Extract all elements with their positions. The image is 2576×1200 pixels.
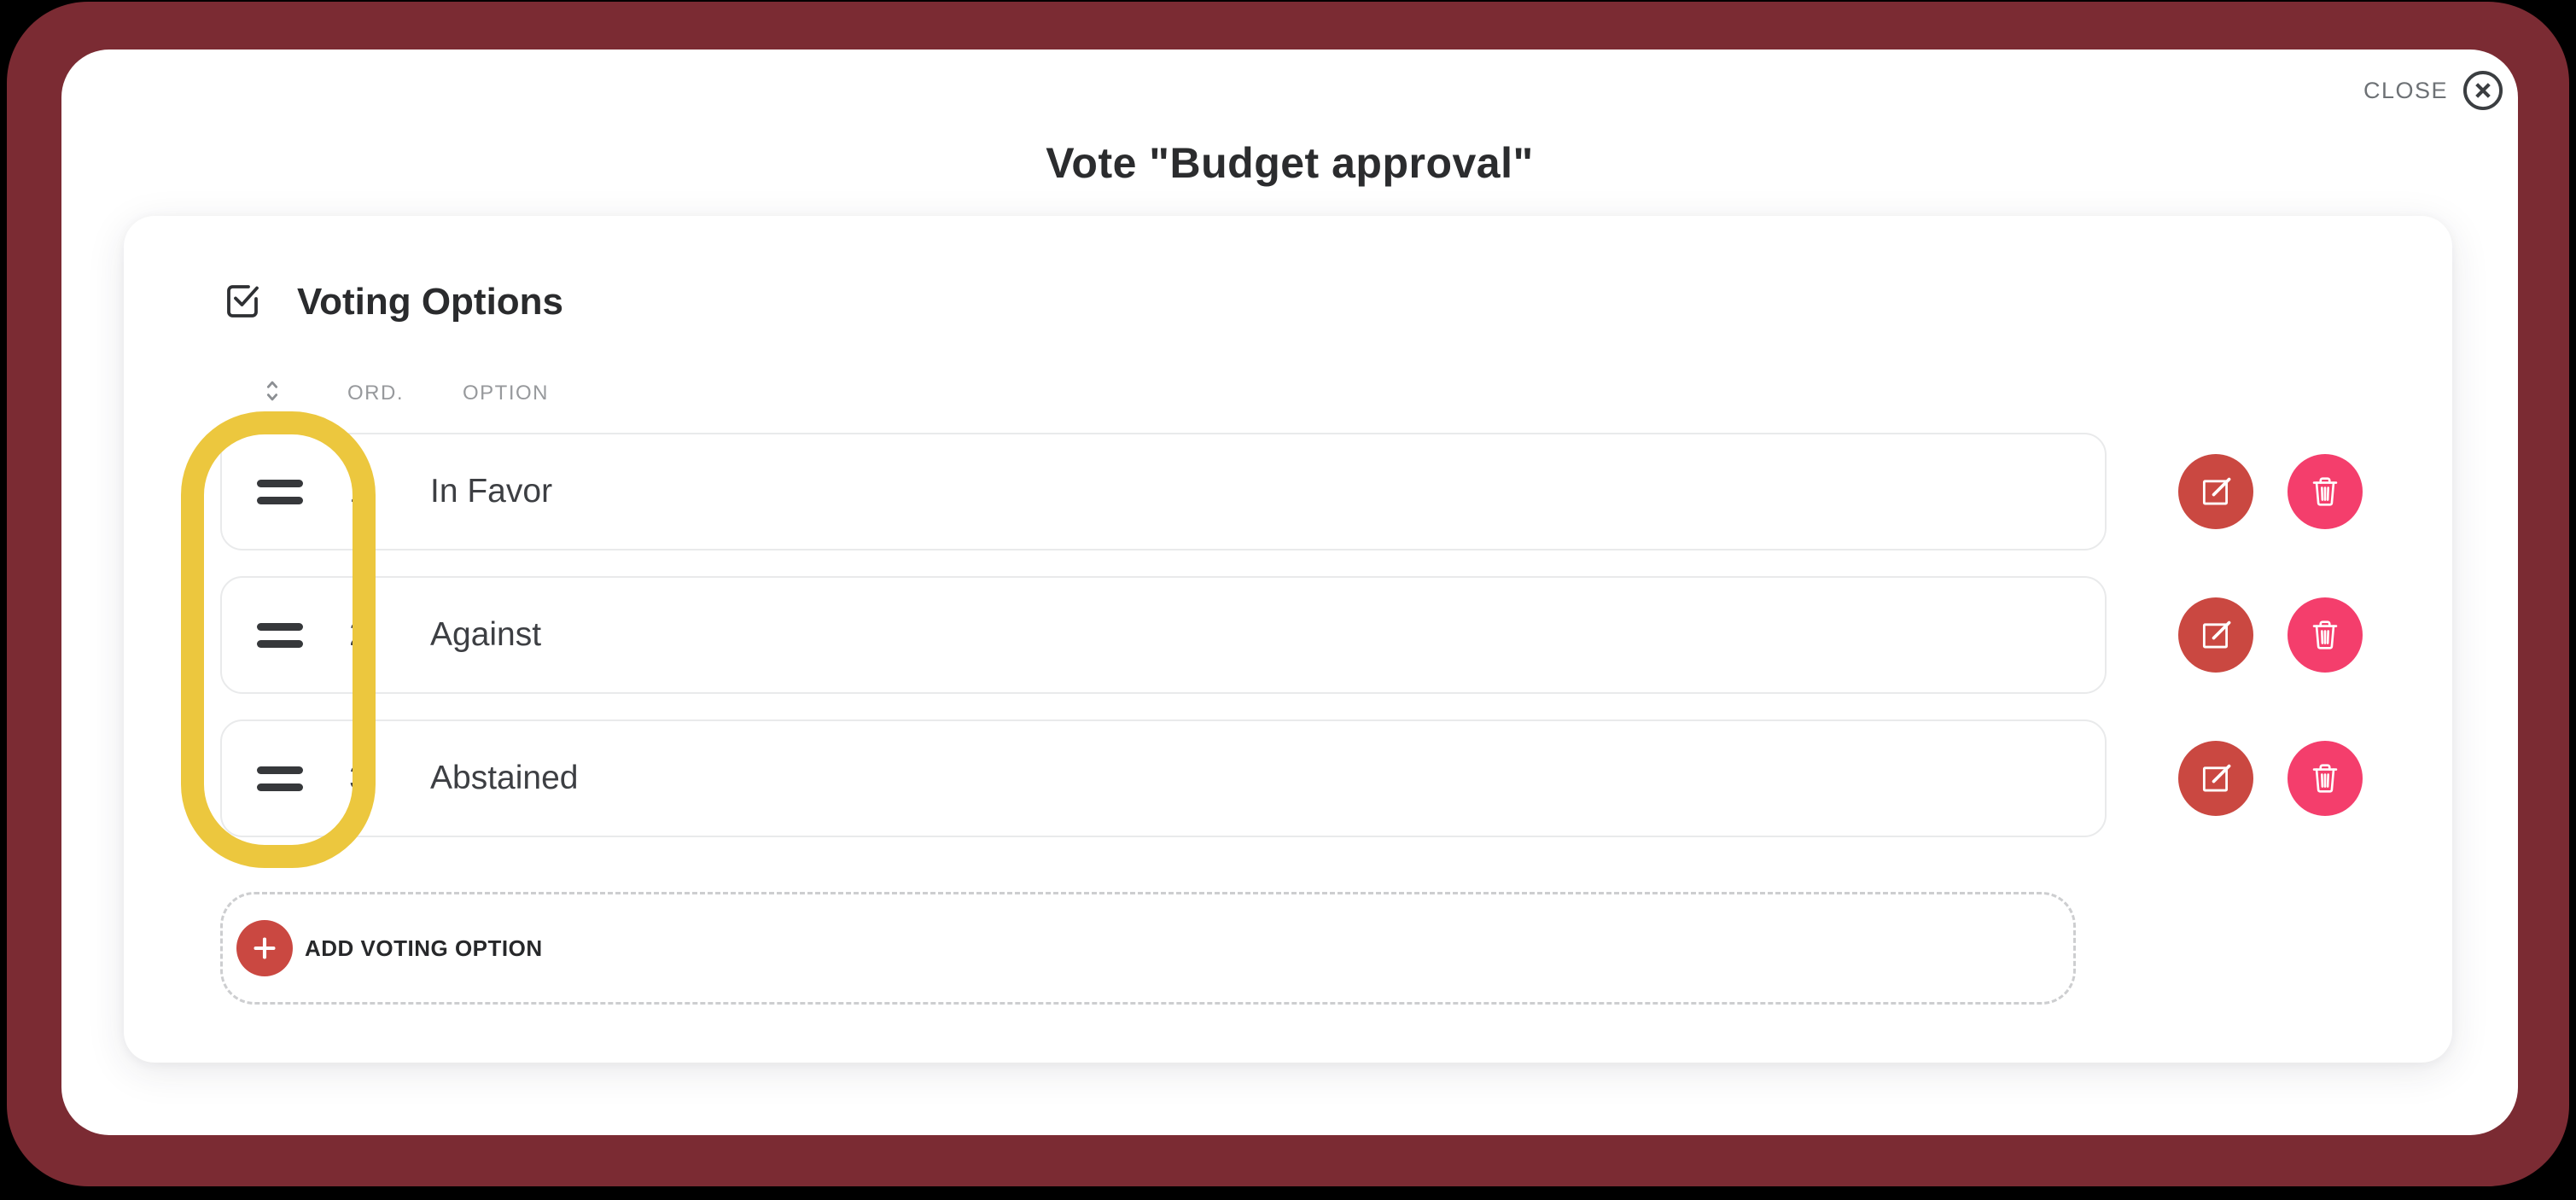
column-header-option: OPTION	[463, 382, 550, 405]
order-number: 1	[349, 473, 368, 510]
edit-icon	[2198, 760, 2234, 798]
option-row: 1 In Favor	[220, 433, 2363, 550]
edit-option-button[interactable]	[2178, 597, 2253, 673]
option-row: 2 Against	[220, 576, 2363, 694]
option-row: 3 Abstained	[220, 719, 2363, 837]
option-row-box: 3 Abstained	[220, 719, 2107, 837]
option-label: Against	[430, 616, 542, 653]
order-number: 2	[349, 616, 368, 653]
app-backdrop: CLOSE Vote "Budget approval"	[7, 2, 2569, 1186]
option-row-box: 2 Against	[220, 576, 2107, 694]
trash-icon	[2307, 760, 2343, 798]
drag-handle-icon[interactable]	[257, 766, 303, 791]
section-header: Voting Options	[222, 279, 563, 324]
close-button[interactable]: CLOSE	[2363, 68, 2504, 113]
delete-option-button[interactable]	[2288, 454, 2363, 529]
sort-vertical-icon[interactable]	[260, 376, 284, 410]
plus-icon	[236, 920, 293, 976]
modal-title: Vote "Budget approval"	[1046, 139, 1534, 187]
edit-option-button[interactable]	[2178, 741, 2253, 816]
edit-option-button[interactable]	[2178, 454, 2253, 529]
option-row-box: 1 In Favor	[220, 433, 2107, 550]
add-voting-option-label: ADD VOTING OPTION	[305, 935, 543, 961]
section-title: Voting Options	[297, 280, 564, 323]
trash-icon	[2307, 473, 2343, 511]
drag-handle-icon[interactable]	[257, 622, 303, 648]
column-header-ord: ORD.	[347, 382, 404, 405]
close-label: CLOSE	[2363, 77, 2448, 103]
delete-option-button[interactable]	[2288, 741, 2363, 816]
edit-icon	[2198, 473, 2234, 511]
voting-options-card: Voting Options ORD. OPTION 1 In Favor	[124, 216, 2452, 1063]
option-label: Abstained	[430, 760, 579, 796]
option-label: In Favor	[430, 473, 553, 510]
order-number: 3	[349, 760, 368, 796]
edit-icon	[2198, 616, 2234, 655]
delete-option-button[interactable]	[2288, 597, 2363, 673]
checkbox-icon	[222, 279, 263, 324]
close-icon	[2462, 69, 2504, 112]
vote-modal: CLOSE Vote "Budget approval"	[61, 50, 2518, 1135]
drag-handle-icon[interactable]	[257, 479, 303, 504]
trash-icon	[2307, 616, 2343, 655]
add-voting-option-button[interactable]: ADD VOTING OPTION	[220, 892, 2076, 1005]
